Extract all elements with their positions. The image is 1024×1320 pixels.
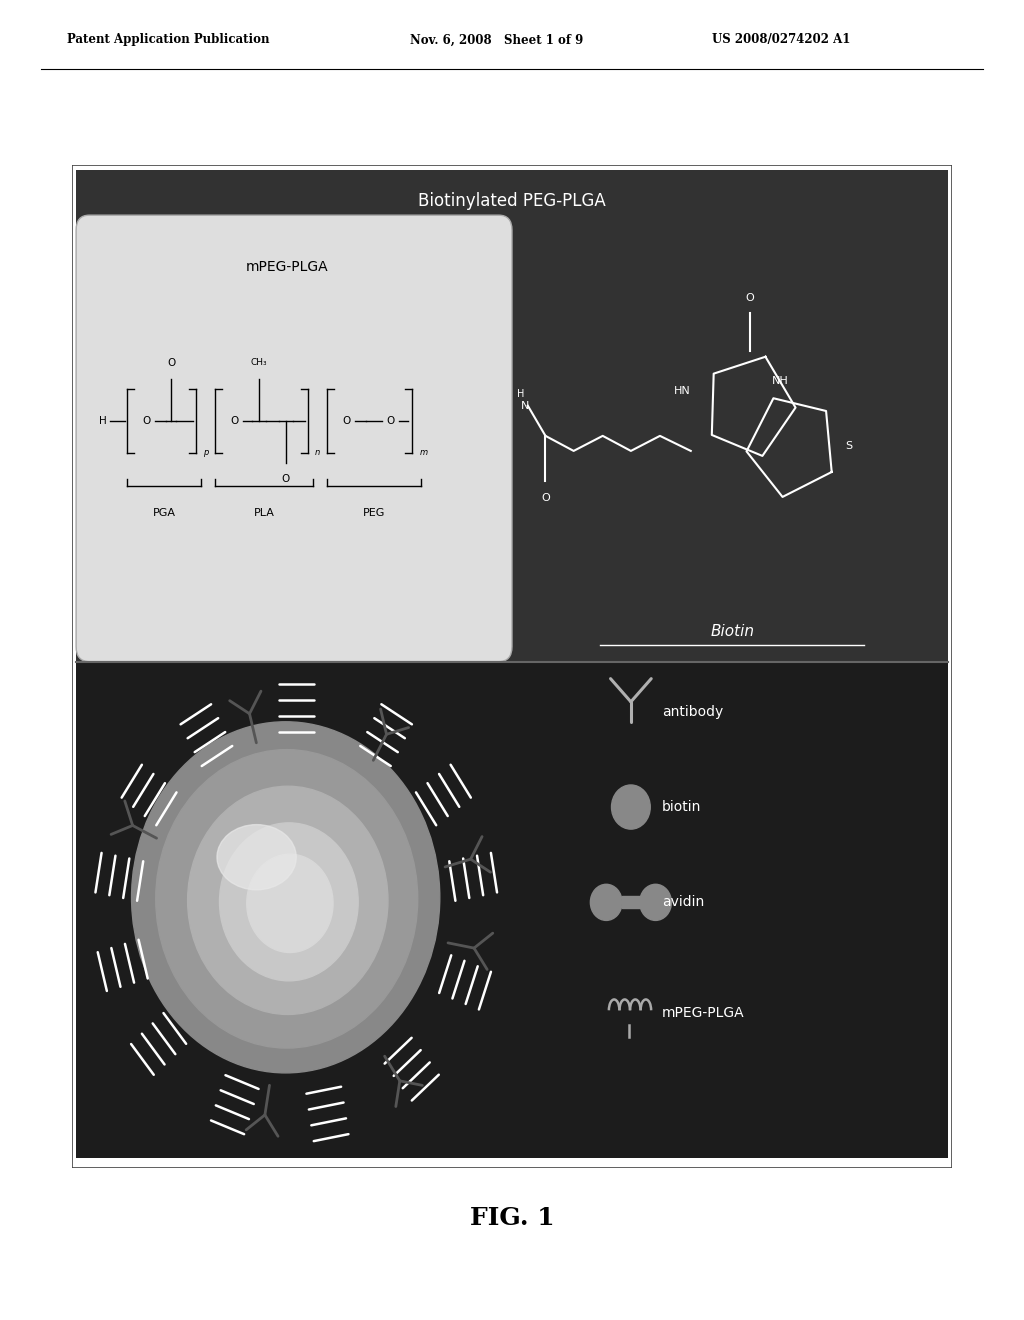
Circle shape (156, 750, 418, 1048)
Text: O: O (167, 358, 175, 368)
Text: S: S (845, 441, 852, 451)
Text: O: O (282, 474, 290, 484)
Text: Patent Application Publication: Patent Application Publication (67, 33, 269, 46)
Text: O: O (142, 416, 151, 426)
Circle shape (187, 787, 388, 1015)
Text: mPEG-PLGA: mPEG-PLGA (246, 260, 329, 275)
FancyBboxPatch shape (72, 165, 952, 1168)
Text: FIG. 1: FIG. 1 (470, 1205, 554, 1230)
Text: PLA: PLA (254, 508, 274, 519)
Circle shape (131, 722, 439, 1073)
Text: O: O (745, 293, 754, 304)
Circle shape (640, 884, 672, 920)
FancyBboxPatch shape (76, 170, 948, 661)
Text: US 2008/0274202 A1: US 2008/0274202 A1 (712, 33, 850, 46)
Text: m: m (420, 449, 428, 458)
Text: biotin: biotin (662, 800, 701, 814)
Text: N: N (521, 401, 529, 411)
Text: CH₃: CH₃ (251, 358, 267, 367)
Circle shape (591, 884, 623, 920)
Text: O: O (230, 416, 239, 426)
Text: Biotin: Biotin (711, 624, 754, 639)
Text: HN: HN (674, 385, 691, 396)
Text: NH: NH (772, 376, 788, 385)
Text: H: H (517, 388, 524, 399)
Text: PGA: PGA (153, 508, 176, 519)
Text: mPEG-PLGA: mPEG-PLGA (662, 1006, 744, 1020)
Text: n: n (314, 449, 319, 458)
Circle shape (219, 822, 358, 981)
Text: antibody: antibody (662, 705, 723, 719)
FancyBboxPatch shape (76, 663, 948, 1158)
Text: H: H (98, 416, 106, 426)
Ellipse shape (217, 825, 296, 890)
Text: avidin: avidin (662, 895, 703, 909)
Text: Nov. 6, 2008   Sheet 1 of 9: Nov. 6, 2008 Sheet 1 of 9 (410, 33, 583, 46)
Text: p: p (203, 449, 208, 458)
Circle shape (247, 854, 333, 953)
Text: O: O (386, 416, 394, 426)
Text: O: O (541, 494, 550, 503)
Text: Biotinylated PEG-PLGA: Biotinylated PEG-PLGA (418, 193, 606, 210)
Text: PEG: PEG (362, 508, 385, 519)
Circle shape (611, 785, 650, 829)
Text: O: O (342, 416, 350, 426)
FancyBboxPatch shape (76, 215, 512, 661)
